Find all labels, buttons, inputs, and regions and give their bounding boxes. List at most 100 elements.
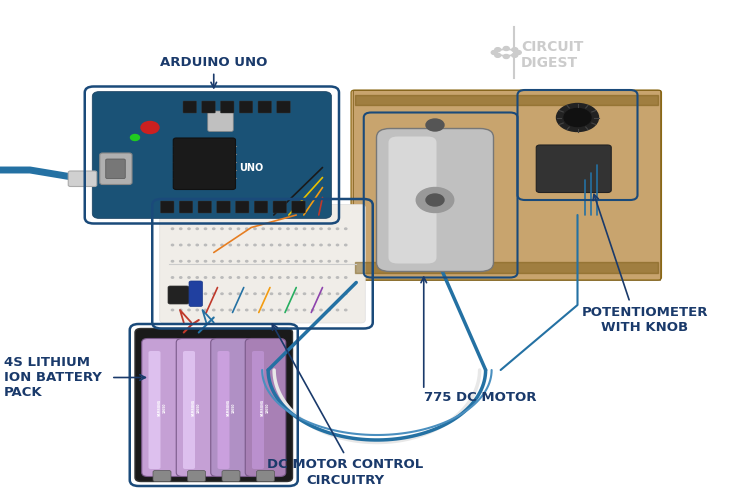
Circle shape: [270, 309, 273, 310]
Circle shape: [196, 293, 198, 294]
Circle shape: [230, 260, 231, 262]
FancyBboxPatch shape: [106, 159, 125, 178]
Circle shape: [286, 309, 290, 310]
Circle shape: [279, 228, 280, 230]
Circle shape: [328, 309, 330, 310]
Circle shape: [230, 309, 231, 310]
FancyBboxPatch shape: [376, 128, 494, 272]
FancyBboxPatch shape: [173, 138, 236, 190]
FancyBboxPatch shape: [198, 201, 211, 213]
Circle shape: [556, 104, 598, 132]
Circle shape: [220, 260, 224, 262]
Circle shape: [491, 50, 497, 54]
FancyBboxPatch shape: [202, 101, 215, 113]
Circle shape: [312, 293, 314, 294]
Circle shape: [213, 260, 214, 262]
Circle shape: [512, 54, 518, 58]
Text: 775 DC MOTOR: 775 DC MOTOR: [424, 391, 536, 404]
FancyBboxPatch shape: [153, 470, 171, 482]
Circle shape: [204, 228, 206, 230]
Circle shape: [188, 309, 190, 310]
Circle shape: [262, 244, 264, 246]
Circle shape: [196, 244, 198, 246]
Circle shape: [295, 293, 297, 294]
FancyBboxPatch shape: [160, 201, 174, 213]
Circle shape: [503, 54, 509, 58]
FancyBboxPatch shape: [179, 201, 193, 213]
Text: SAMSUNG
18650: SAMSUNG 18650: [192, 399, 201, 416]
Circle shape: [230, 228, 231, 230]
Circle shape: [495, 54, 501, 58]
FancyBboxPatch shape: [217, 201, 230, 213]
Circle shape: [196, 260, 198, 262]
Circle shape: [328, 277, 330, 278]
Circle shape: [245, 277, 248, 278]
Circle shape: [344, 309, 346, 310]
Circle shape: [303, 309, 306, 310]
FancyBboxPatch shape: [236, 201, 249, 213]
Circle shape: [303, 244, 306, 246]
Circle shape: [328, 244, 330, 246]
Circle shape: [245, 244, 248, 246]
Circle shape: [171, 228, 173, 230]
Circle shape: [230, 277, 231, 278]
FancyBboxPatch shape: [100, 153, 132, 184]
Circle shape: [213, 277, 214, 278]
Circle shape: [295, 260, 297, 262]
Circle shape: [245, 260, 248, 262]
Circle shape: [196, 277, 198, 278]
Circle shape: [188, 293, 190, 294]
Circle shape: [237, 260, 239, 262]
Circle shape: [230, 244, 231, 246]
Circle shape: [180, 309, 182, 310]
Circle shape: [344, 244, 346, 246]
Circle shape: [303, 277, 306, 278]
Circle shape: [270, 293, 273, 294]
Circle shape: [204, 260, 206, 262]
Circle shape: [204, 293, 206, 294]
Circle shape: [279, 277, 280, 278]
FancyBboxPatch shape: [239, 101, 253, 113]
Circle shape: [188, 260, 190, 262]
Circle shape: [141, 122, 159, 134]
Circle shape: [320, 309, 322, 310]
Circle shape: [196, 228, 198, 230]
Circle shape: [312, 309, 314, 310]
Circle shape: [180, 293, 182, 294]
Circle shape: [336, 309, 338, 310]
FancyBboxPatch shape: [273, 201, 286, 213]
Circle shape: [171, 293, 173, 294]
FancyBboxPatch shape: [256, 470, 274, 482]
FancyBboxPatch shape: [189, 281, 202, 306]
Circle shape: [188, 228, 190, 230]
Circle shape: [336, 244, 338, 246]
Circle shape: [204, 244, 206, 246]
Circle shape: [237, 293, 239, 294]
Text: SAMSUNG
18650: SAMSUNG 18650: [158, 399, 166, 416]
FancyBboxPatch shape: [183, 351, 195, 469]
Circle shape: [171, 309, 173, 310]
FancyBboxPatch shape: [92, 92, 332, 218]
Circle shape: [262, 309, 264, 310]
FancyBboxPatch shape: [68, 171, 97, 186]
Circle shape: [426, 194, 444, 206]
FancyBboxPatch shape: [135, 328, 292, 482]
Circle shape: [279, 309, 280, 310]
Circle shape: [245, 309, 248, 310]
Circle shape: [180, 228, 182, 230]
Circle shape: [245, 293, 248, 294]
FancyBboxPatch shape: [222, 470, 240, 482]
Circle shape: [286, 277, 290, 278]
Circle shape: [213, 244, 214, 246]
FancyBboxPatch shape: [168, 286, 189, 304]
FancyBboxPatch shape: [254, 201, 268, 213]
Circle shape: [262, 293, 264, 294]
Circle shape: [204, 309, 206, 310]
Circle shape: [336, 293, 338, 294]
Circle shape: [344, 260, 346, 262]
Circle shape: [237, 309, 239, 310]
Circle shape: [213, 293, 214, 294]
FancyBboxPatch shape: [176, 338, 217, 476]
Circle shape: [286, 260, 290, 262]
Circle shape: [515, 50, 521, 54]
